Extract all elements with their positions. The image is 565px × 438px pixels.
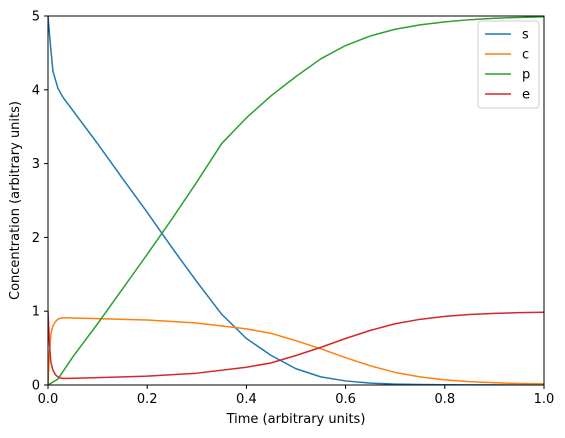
legend-label-c: c [522, 48, 529, 63]
y-tick-label: 2 [32, 231, 40, 246]
x-tick-label: 0.0 [38, 392, 59, 407]
y-tick-label: 3 [32, 157, 40, 172]
y-tick-label: 4 [32, 83, 40, 98]
x-axis: 0.0 0.2 0.4 0.6 0.8 1.0 [38, 385, 555, 407]
y-axis: 0 1 2 3 4 5 [32, 10, 48, 394]
y-axis-label: Concentration (arbitrary units) [8, 101, 23, 300]
x-axis-label: Time (arbitrary units) [226, 412, 366, 427]
legend-label-s: s [522, 28, 529, 43]
x-tick-label: 0.2 [137, 392, 158, 407]
series-line-p [48, 16, 544, 385]
legend-label-p: p [522, 68, 530, 83]
x-tick-label: 0.6 [335, 392, 356, 407]
x-tick-label: 0.4 [236, 392, 257, 407]
legend-label-e: e [522, 88, 530, 103]
x-tick-label: 1.0 [534, 392, 555, 407]
legend-box [477, 20, 540, 109]
series-line-s [48, 16, 544, 385]
series-line-e [48, 310, 544, 380]
y-tick-label: 1 [32, 305, 40, 320]
x-tick-label: 0.8 [434, 392, 455, 407]
y-tick-label: 5 [32, 10, 40, 25]
y-tick-label: 0 [32, 379, 40, 394]
series-line-c [48, 317, 544, 385]
plot-frame [47, 15, 545, 386]
plot-lines [48, 16, 544, 385]
